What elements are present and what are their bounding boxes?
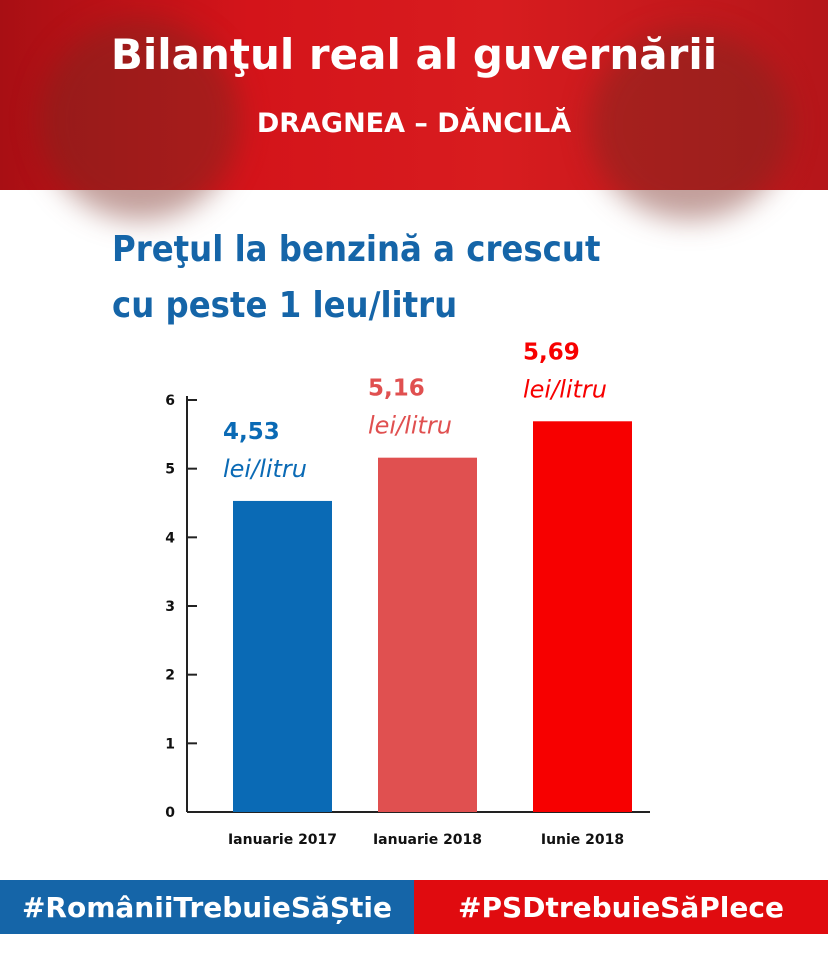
y-tick-label: 6 — [165, 393, 175, 409]
unit-label: lei/litru — [368, 412, 452, 440]
category-label: Ianuarie 2018 — [373, 832, 482, 848]
bar-1 — [233, 500, 332, 812]
y-tick-label: 5 — [165, 462, 175, 478]
hashtag-left: #RomâniiTrebuieSăȘtie — [0, 880, 414, 934]
header-title: Bilanţul real al guvernării — [110, 30, 718, 79]
headline-line2: cu peste 1 leu/litru — [112, 285, 458, 326]
y-tick-label: 1 — [165, 736, 175, 752]
unit-label: lei/litru — [223, 455, 307, 483]
hashtag-right: #PSDtrebuieSăPlece — [414, 880, 828, 934]
value-label: 5,16 — [368, 376, 425, 402]
y-tick-label: 0 — [165, 805, 175, 821]
y-tick-label: 4 — [165, 530, 175, 546]
headline-line1: Preţul la benzină a crescut — [112, 229, 601, 270]
photo-background-left — [40, 20, 240, 220]
header-banner: Bilanţul real al guvernării DRAGNEA – DĂ… — [0, 0, 828, 220]
value-label: 4,53 — [223, 419, 280, 445]
bar-2 — [378, 457, 477, 812]
unit-label: lei/litru — [523, 375, 607, 403]
header-subtitle: DRAGNEA – DĂNCILĂ — [256, 108, 572, 139]
y-tick-label: 2 — [165, 668, 175, 684]
category-label: Ianuarie 2017 — [228, 832, 337, 848]
headline: Preţul la benzină a crescut cu peste 1 l… — [112, 222, 600, 334]
bar-3 — [533, 421, 632, 812]
value-label: 5,69 — [523, 339, 580, 365]
photo-background-right — [590, 30, 790, 220]
category-label: Iunie 2018 — [541, 832, 624, 848]
y-tick-label: 3 — [165, 599, 175, 615]
